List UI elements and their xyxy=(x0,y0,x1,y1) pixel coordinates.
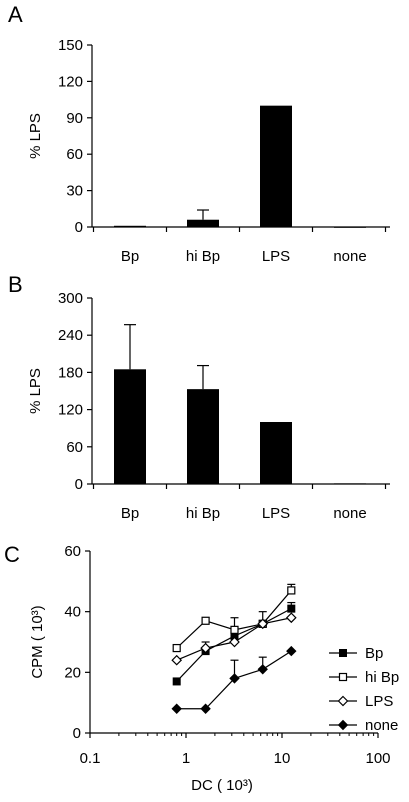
data-point xyxy=(286,645,297,657)
bar xyxy=(334,483,366,485)
data-point xyxy=(171,654,183,666)
legend-label: LPS xyxy=(365,693,393,710)
series-hi-bp xyxy=(172,583,296,653)
data-point xyxy=(287,586,296,595)
x-tick-label: Bp xyxy=(121,505,139,522)
series-none xyxy=(171,645,297,714)
legend-label: none xyxy=(365,717,398,734)
data-point xyxy=(172,677,181,686)
bar xyxy=(260,105,292,227)
y-tick-label: 0 xyxy=(75,219,83,236)
y-tick-label: 60 xyxy=(66,146,83,163)
x-tick-label: 100 xyxy=(365,750,390,767)
data-point xyxy=(229,636,240,648)
y-axis-label: CPM ( 10³) xyxy=(29,605,46,678)
y-tick-label: 180 xyxy=(58,364,83,381)
y-tick-label: 120 xyxy=(58,402,83,419)
data-point xyxy=(285,612,297,624)
y-tick-label: 60 xyxy=(64,543,81,560)
data-point xyxy=(200,642,211,654)
legend-label: hi Bp xyxy=(365,669,399,686)
x-tick-label: none xyxy=(333,248,366,265)
legend-marker xyxy=(337,695,349,707)
x-axis-label: DC ( 10³) xyxy=(191,777,253,794)
legend-marker xyxy=(339,649,347,657)
panel-letter-a: A xyxy=(8,2,23,27)
legend-marker xyxy=(337,719,349,731)
y-tick-label: 60 xyxy=(66,439,83,456)
panel-b-bar-chart: 0 60 120 180 240 300 Bp hi Bp LPS none % LPS xyxy=(27,290,390,522)
data-point xyxy=(287,604,296,613)
y-axis-label: % LPS xyxy=(27,368,44,414)
data-point xyxy=(172,643,181,653)
data-point xyxy=(201,616,210,625)
x-tick-label: 1 xyxy=(182,750,190,767)
panel-a-bar-chart: 0 30 60 90 120 150 Bp hi Bp LPS none % LPS xyxy=(27,37,390,265)
data-point xyxy=(171,703,182,714)
y-tick-label: 90 xyxy=(66,110,83,127)
data-point xyxy=(257,618,269,630)
legend-marker xyxy=(338,672,348,682)
y-tick-label: 0 xyxy=(73,725,81,742)
y-tick-label: 120 xyxy=(58,73,83,90)
x-tick-label: hi Bp xyxy=(186,248,220,265)
y-tick-label: 240 xyxy=(58,327,83,344)
bar xyxy=(187,219,219,227)
y-tick-label: 30 xyxy=(66,183,83,200)
bar xyxy=(334,227,366,228)
y-tick-label: 0 xyxy=(75,476,83,493)
y-axis-label: % LPS xyxy=(27,113,44,159)
x-tick-label: 0.1 xyxy=(80,750,101,767)
x-tick-label: none xyxy=(333,505,366,522)
bar xyxy=(114,225,146,227)
panel-c-line-chart: 0 20 40 60 0.1 1 10 100 Bp hi Bp LPS none DC ( 10³) C… xyxy=(29,543,399,794)
y-tick-label: 40 xyxy=(64,604,81,621)
x-tick-label: LPS xyxy=(262,505,290,522)
series-lps xyxy=(171,611,297,666)
y-tick-label: 150 xyxy=(58,37,83,54)
panel-letter-c: C xyxy=(4,542,20,567)
data-point xyxy=(200,703,211,714)
legend: Bp hi Bp LPS none xyxy=(329,645,399,734)
panel-letter-b: B xyxy=(8,272,23,297)
data-point xyxy=(229,673,240,684)
x-tick-label: Bp xyxy=(121,248,139,265)
bar xyxy=(114,369,146,484)
data-point xyxy=(230,625,239,634)
y-tick-label: 20 xyxy=(64,664,81,681)
x-tick-label: hi Bp xyxy=(186,505,220,522)
data-point xyxy=(257,664,268,675)
x-tick-label: LPS xyxy=(262,248,290,265)
bar xyxy=(260,422,292,484)
legend-label: Bp xyxy=(365,645,383,662)
bar xyxy=(187,389,219,484)
y-tick-label: 300 xyxy=(58,290,83,307)
x-tick-label: 10 xyxy=(274,750,291,767)
